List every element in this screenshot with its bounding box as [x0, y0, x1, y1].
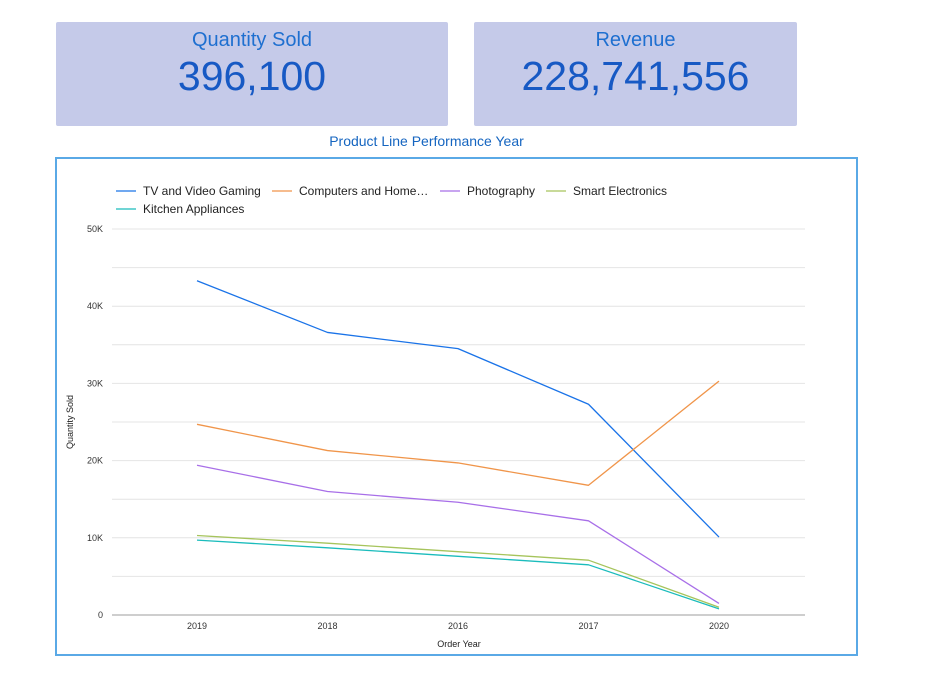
y-tick-label: 40K — [87, 301, 103, 311]
series-line — [196, 380, 720, 486]
x-tick-label: 2016 — [448, 621, 468, 631]
series-line — [196, 464, 720, 604]
x-axis-title: Order Year — [437, 639, 481, 649]
series-line — [196, 539, 720, 610]
y-tick-label: 50K — [87, 224, 103, 234]
x-tick-label: 2020 — [709, 621, 729, 631]
legend-label: Computers and Home… — [299, 184, 428, 198]
y-tick-label: 30K — [87, 378, 103, 388]
y-tick-label: 20K — [87, 456, 103, 466]
revenue-label: Revenue — [595, 29, 676, 51]
legend-label: Kitchen Appliances — [143, 202, 244, 216]
quantity-sold-card: Quantity Sold 396,100 — [56, 22, 448, 126]
y-tick-label: 10K — [87, 533, 103, 543]
quantity-sold-value: 396,100 — [177, 53, 327, 99]
chart-panel — [55, 157, 858, 656]
revenue-value: 228,741,556 — [521, 53, 750, 99]
y-axis-title: Quantity Sold — [65, 395, 75, 449]
x-tick-label: 2018 — [317, 621, 337, 631]
x-tick-label: 2019 — [187, 621, 207, 631]
legend-label: TV and Video Gaming — [143, 184, 261, 198]
x-tick-label: 2017 — [578, 621, 598, 631]
quantity-sold-label: Quantity Sold — [191, 29, 313, 51]
series-line — [196, 534, 720, 608]
legend-label: Photography — [467, 184, 535, 198]
chart-title: Product Line Performance Year — [329, 133, 524, 149]
legend-label: Smart Electronics — [573, 184, 667, 198]
y-tick-label: 0 — [98, 610, 103, 620]
revenue-card: Revenue 228,741,556 — [474, 22, 797, 126]
series-line — [196, 280, 720, 538]
